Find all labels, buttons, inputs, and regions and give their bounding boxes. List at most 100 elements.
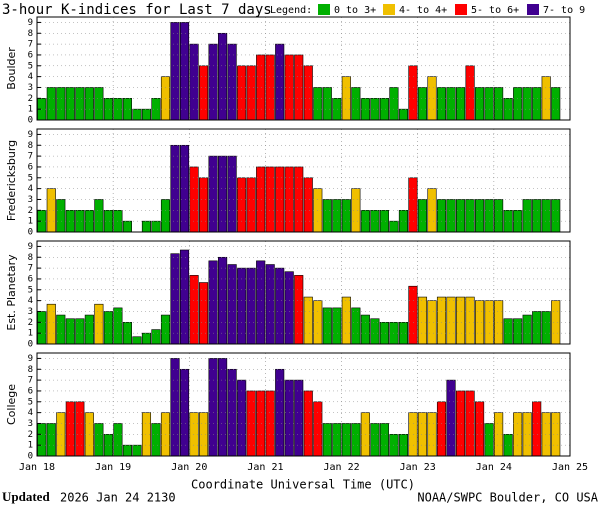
y-tick-label: 9	[28, 242, 33, 252]
bar	[351, 423, 361, 457]
bar	[94, 87, 104, 121]
panel-label: Est. Planetary	[5, 254, 18, 331]
bar	[541, 311, 551, 345]
bar	[322, 199, 332, 233]
legend-swatch	[318, 4, 330, 15]
bar	[237, 65, 247, 121]
y-tick-label: 6	[28, 162, 33, 172]
panel-label: Fredericksburg	[5, 140, 18, 221]
bar	[132, 444, 142, 457]
bar	[275, 43, 285, 121]
bar	[294, 275, 304, 345]
x-tick-label: Jan 23	[400, 462, 436, 473]
bar	[379, 423, 389, 457]
legend-label: Legend:	[270, 5, 312, 16]
plot-frame	[36, 16, 571, 121]
y-tick-label: 8	[28, 365, 33, 375]
y-tick-label: 9	[28, 354, 33, 364]
bar	[398, 434, 408, 457]
bar	[465, 199, 475, 233]
bar	[351, 188, 361, 233]
bar	[199, 412, 209, 457]
credit: NOAA/SWPC Boulder, CO USA	[417, 491, 598, 505]
y-tick-label: 0	[28, 340, 33, 350]
bar	[475, 87, 485, 121]
bar	[113, 307, 123, 345]
plot-frame	[36, 352, 571, 457]
y-tick-label: 7	[28, 40, 33, 50]
bar	[237, 267, 247, 345]
bar	[265, 264, 275, 345]
legend-swatch	[455, 4, 467, 15]
bar	[408, 285, 418, 345]
bar	[455, 296, 466, 345]
y-tick-label: 8	[28, 253, 33, 263]
bar	[141, 220, 152, 233]
y-tick-label: 7	[28, 152, 33, 162]
bar	[551, 412, 561, 457]
bar	[332, 423, 342, 457]
updated-time: 2026 Jan 24 2130	[60, 491, 176, 505]
bar	[398, 322, 408, 345]
bar	[532, 87, 542, 121]
bar	[237, 379, 247, 457]
x-tick-label: Jan 22	[324, 462, 360, 473]
y-tick-label: 8	[28, 141, 33, 151]
y-tick-label: 7	[28, 264, 33, 274]
bar	[322, 423, 332, 457]
bar	[341, 199, 351, 233]
x-axis-label: Coordinate Universal Time (UTC)	[191, 478, 415, 492]
bar	[370, 423, 380, 457]
bar	[275, 368, 285, 457]
bar	[141, 108, 152, 121]
plot-frame	[36, 240, 571, 345]
bar	[56, 314, 66, 345]
bar	[132, 336, 142, 345]
bar	[103, 311, 113, 345]
bar	[389, 87, 399, 121]
bar	[246, 390, 256, 457]
x-tick-label: Jan 21	[247, 462, 283, 473]
bar	[199, 177, 209, 233]
bar	[294, 379, 304, 457]
bar	[494, 87, 504, 121]
y-tick-label: 0	[28, 116, 33, 126]
bar	[208, 358, 218, 457]
bar	[275, 267, 285, 345]
bar	[322, 87, 332, 121]
bar	[455, 87, 466, 121]
bar	[446, 199, 456, 233]
bar	[475, 300, 485, 345]
y-tick-label: 3	[28, 83, 33, 93]
bar	[465, 65, 475, 121]
bar	[189, 275, 199, 345]
y-tick-label: 3	[28, 195, 33, 205]
y-tick-label: 1	[28, 105, 33, 115]
y-tick-label: 0	[28, 228, 33, 238]
bar	[284, 379, 294, 457]
bar	[246, 65, 256, 121]
y-tick-label: 3	[28, 307, 33, 317]
x-tick-label: Jan 18	[19, 462, 55, 473]
y-tick-label: 4	[28, 72, 33, 82]
bar	[246, 267, 256, 345]
bar	[341, 423, 351, 457]
bar	[75, 210, 85, 233]
bar	[360, 314, 370, 345]
bar	[313, 87, 323, 121]
bar	[484, 199, 494, 233]
bar	[446, 296, 456, 345]
y-tick-label: 1	[28, 217, 33, 227]
bar	[246, 177, 256, 233]
bar	[160, 314, 171, 345]
bar	[275, 166, 285, 233]
bar	[417, 199, 428, 233]
bar	[408, 65, 418, 121]
bar	[151, 329, 161, 345]
bar	[170, 253, 180, 345]
bar	[513, 87, 523, 121]
bar	[199, 282, 209, 345]
bar	[132, 108, 142, 121]
x-tick-label: Jan 19	[95, 462, 131, 473]
bar	[122, 98, 132, 121]
